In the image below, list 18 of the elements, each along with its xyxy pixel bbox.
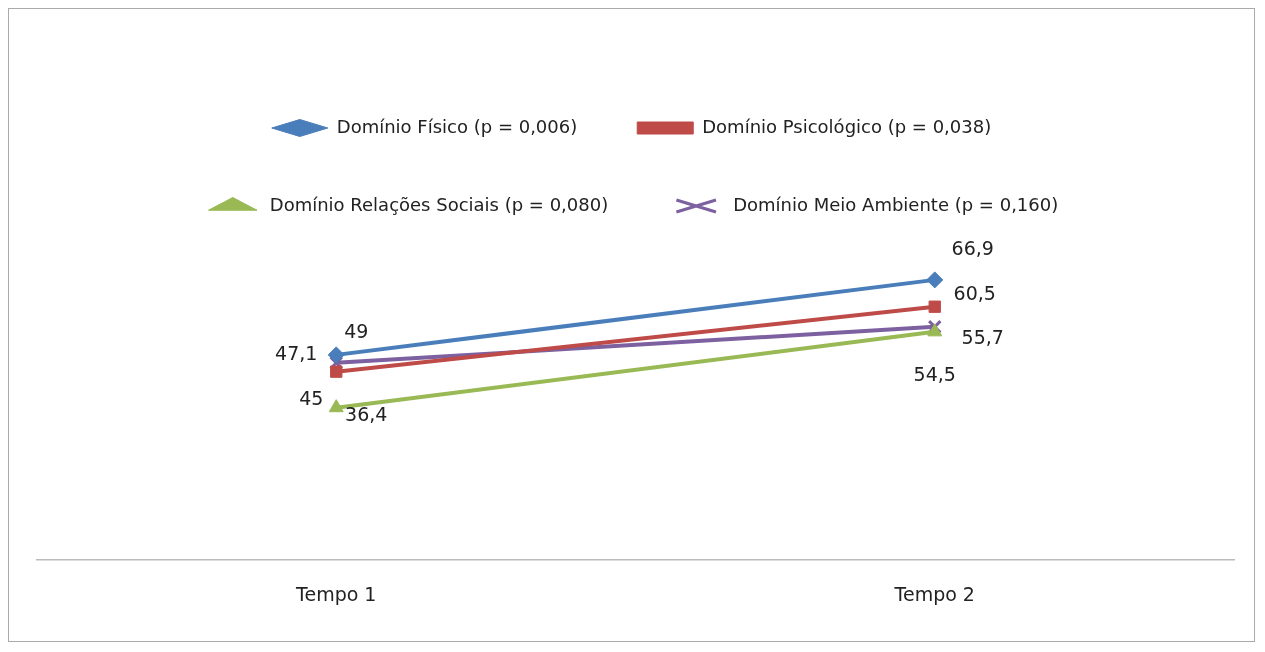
- x-tick-label: Tempo 2: [893, 582, 975, 605]
- data-label: 66,9: [951, 236, 994, 259]
- data-label: 49: [344, 319, 369, 342]
- legend-label: Domínio Físico (p = 0,006): [336, 115, 578, 137]
- legend-label: Domínio Relações Sociais (p = 0,080): [269, 193, 609, 215]
- data-label: 55,7: [961, 325, 1004, 348]
- point: [926, 271, 944, 289]
- point: [330, 365, 343, 378]
- data-label: 60,5: [953, 281, 996, 304]
- x-tick-label: Tempo 1: [295, 582, 377, 605]
- point: [327, 346, 345, 364]
- point: [928, 300, 941, 313]
- legend-label: Domínio Psicológico (p = 0,038): [702, 115, 992, 137]
- data-label: 45: [299, 386, 324, 409]
- legend-label: Domínio Meio Ambiente (p = 0,160): [733, 193, 1059, 215]
- data-label: 54,5: [913, 362, 956, 385]
- data-label: 47,1: [275, 341, 318, 364]
- data-label: 36,4: [345, 402, 388, 425]
